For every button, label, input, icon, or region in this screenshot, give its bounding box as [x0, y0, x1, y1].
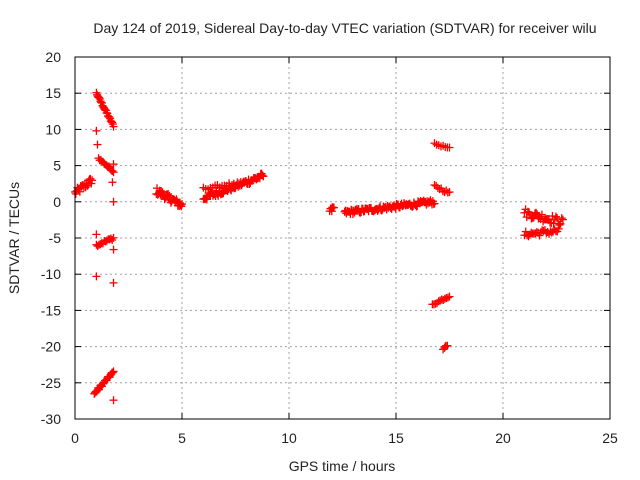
- data-point: [327, 207, 336, 216]
- data-point: [556, 219, 565, 228]
- y-tick-label: 5: [53, 158, 61, 174]
- grid: [75, 57, 610, 419]
- data-point: [93, 140, 102, 149]
- data-point: [109, 160, 118, 169]
- data-point: [96, 97, 105, 106]
- data-point: [105, 113, 114, 122]
- y-tick-label: 20: [45, 49, 61, 65]
- data-point: [225, 179, 234, 188]
- data-point: [443, 293, 452, 302]
- data-point: [441, 342, 450, 351]
- x-tick-label: 0: [71, 430, 79, 446]
- y-tick-label: 10: [45, 121, 61, 137]
- y-tick-label: 0: [53, 194, 61, 210]
- y-tick-label: -5: [49, 230, 62, 246]
- data-point: [109, 367, 118, 376]
- data-point: [445, 188, 454, 197]
- data-point: [445, 292, 454, 301]
- data-point: [109, 197, 118, 206]
- data-point: [178, 200, 186, 209]
- data-point: [234, 182, 243, 191]
- data-point: [108, 118, 117, 127]
- data-point: [160, 195, 169, 204]
- y-tick-label: -30: [41, 411, 61, 427]
- data-point: [109, 245, 118, 254]
- data-point: [109, 278, 118, 287]
- data-point: [92, 230, 101, 239]
- x-tick-label: 20: [495, 430, 511, 446]
- data-point: [108, 178, 117, 187]
- data-point: [109, 233, 118, 242]
- data-point: [92, 272, 101, 281]
- x-axis-ticks: 0 5 10 15 20 25: [71, 57, 618, 446]
- data-point: [88, 176, 97, 185]
- data-point: [109, 122, 118, 131]
- y-tick-label: -10: [41, 266, 61, 282]
- data-point: [555, 221, 564, 230]
- data-point: [109, 396, 118, 405]
- data-point: [258, 171, 267, 180]
- x-tick-label: 5: [178, 430, 186, 446]
- data-point: [157, 187, 166, 196]
- data-point: [430, 199, 439, 208]
- y-tick-label: -25: [41, 375, 61, 391]
- data-point: [75, 187, 84, 196]
- data-point: [108, 368, 117, 377]
- data-point: [259, 172, 268, 181]
- data-point: [532, 208, 541, 217]
- data-point: [551, 212, 560, 221]
- data-point: [558, 215, 567, 224]
- y-tick-label: -20: [41, 339, 61, 355]
- chart-title: Day 124 of 2019, Sidereal Day-to-day VTE…: [93, 20, 596, 36]
- data-point: [521, 227, 530, 236]
- data-point: [557, 214, 566, 223]
- y-axis-ticks: 20 15 10 5 0 -5 -10 -15 -20 -25 -30: [41, 49, 610, 427]
- data-point: [537, 210, 546, 219]
- data-point: [164, 189, 173, 198]
- data-point: [554, 224, 563, 233]
- data-point: [108, 166, 117, 175]
- x-tick-label: 25: [602, 430, 618, 446]
- y-axis-label: SDTVAR / TECUs: [6, 182, 22, 294]
- data-points: [71, 88, 567, 405]
- x-tick-label: 15: [388, 430, 404, 446]
- data-point: [92, 126, 101, 135]
- data-point: [109, 168, 118, 177]
- y-tick-label: -15: [41, 302, 61, 318]
- x-axis-label: GPS time / hours: [289, 458, 396, 474]
- data-point: [86, 174, 95, 183]
- data-point: [438, 187, 447, 196]
- y-tick-label: 15: [45, 85, 61, 101]
- data-point: [445, 143, 454, 152]
- data-point: [95, 93, 104, 102]
- data-point: [176, 201, 185, 210]
- x-tick-label: 10: [281, 430, 297, 446]
